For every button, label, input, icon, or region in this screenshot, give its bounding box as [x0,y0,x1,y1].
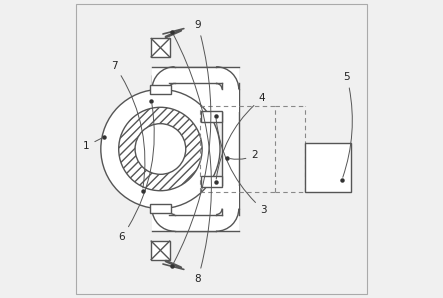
Text: 2: 2 [230,150,258,160]
Bar [151,38,170,57]
Text: 3: 3 [216,119,267,215]
Text: 4: 4 [216,93,265,179]
Bar [194,186,239,231]
Bar [151,241,170,260]
Bar [175,67,216,83]
Text: 5: 5 [343,72,352,177]
Bar [150,204,171,213]
Bar [194,67,239,112]
Text: 8: 8 [174,35,211,284]
Bar [305,143,351,192]
Bar [152,67,198,112]
Circle shape [119,107,202,191]
Bar [150,85,171,94]
Text: 9: 9 [174,20,211,263]
Circle shape [101,89,220,209]
Bar [175,215,216,231]
Text: 1: 1 [83,138,101,151]
Text: 7: 7 [111,60,145,188]
Text: 6: 6 [119,104,154,242]
Bar [152,75,169,92]
Bar [201,111,222,122]
Bar [222,89,239,209]
Bar [152,206,169,209]
Bar [152,186,198,231]
Bar [201,176,222,187]
Circle shape [135,124,186,174]
